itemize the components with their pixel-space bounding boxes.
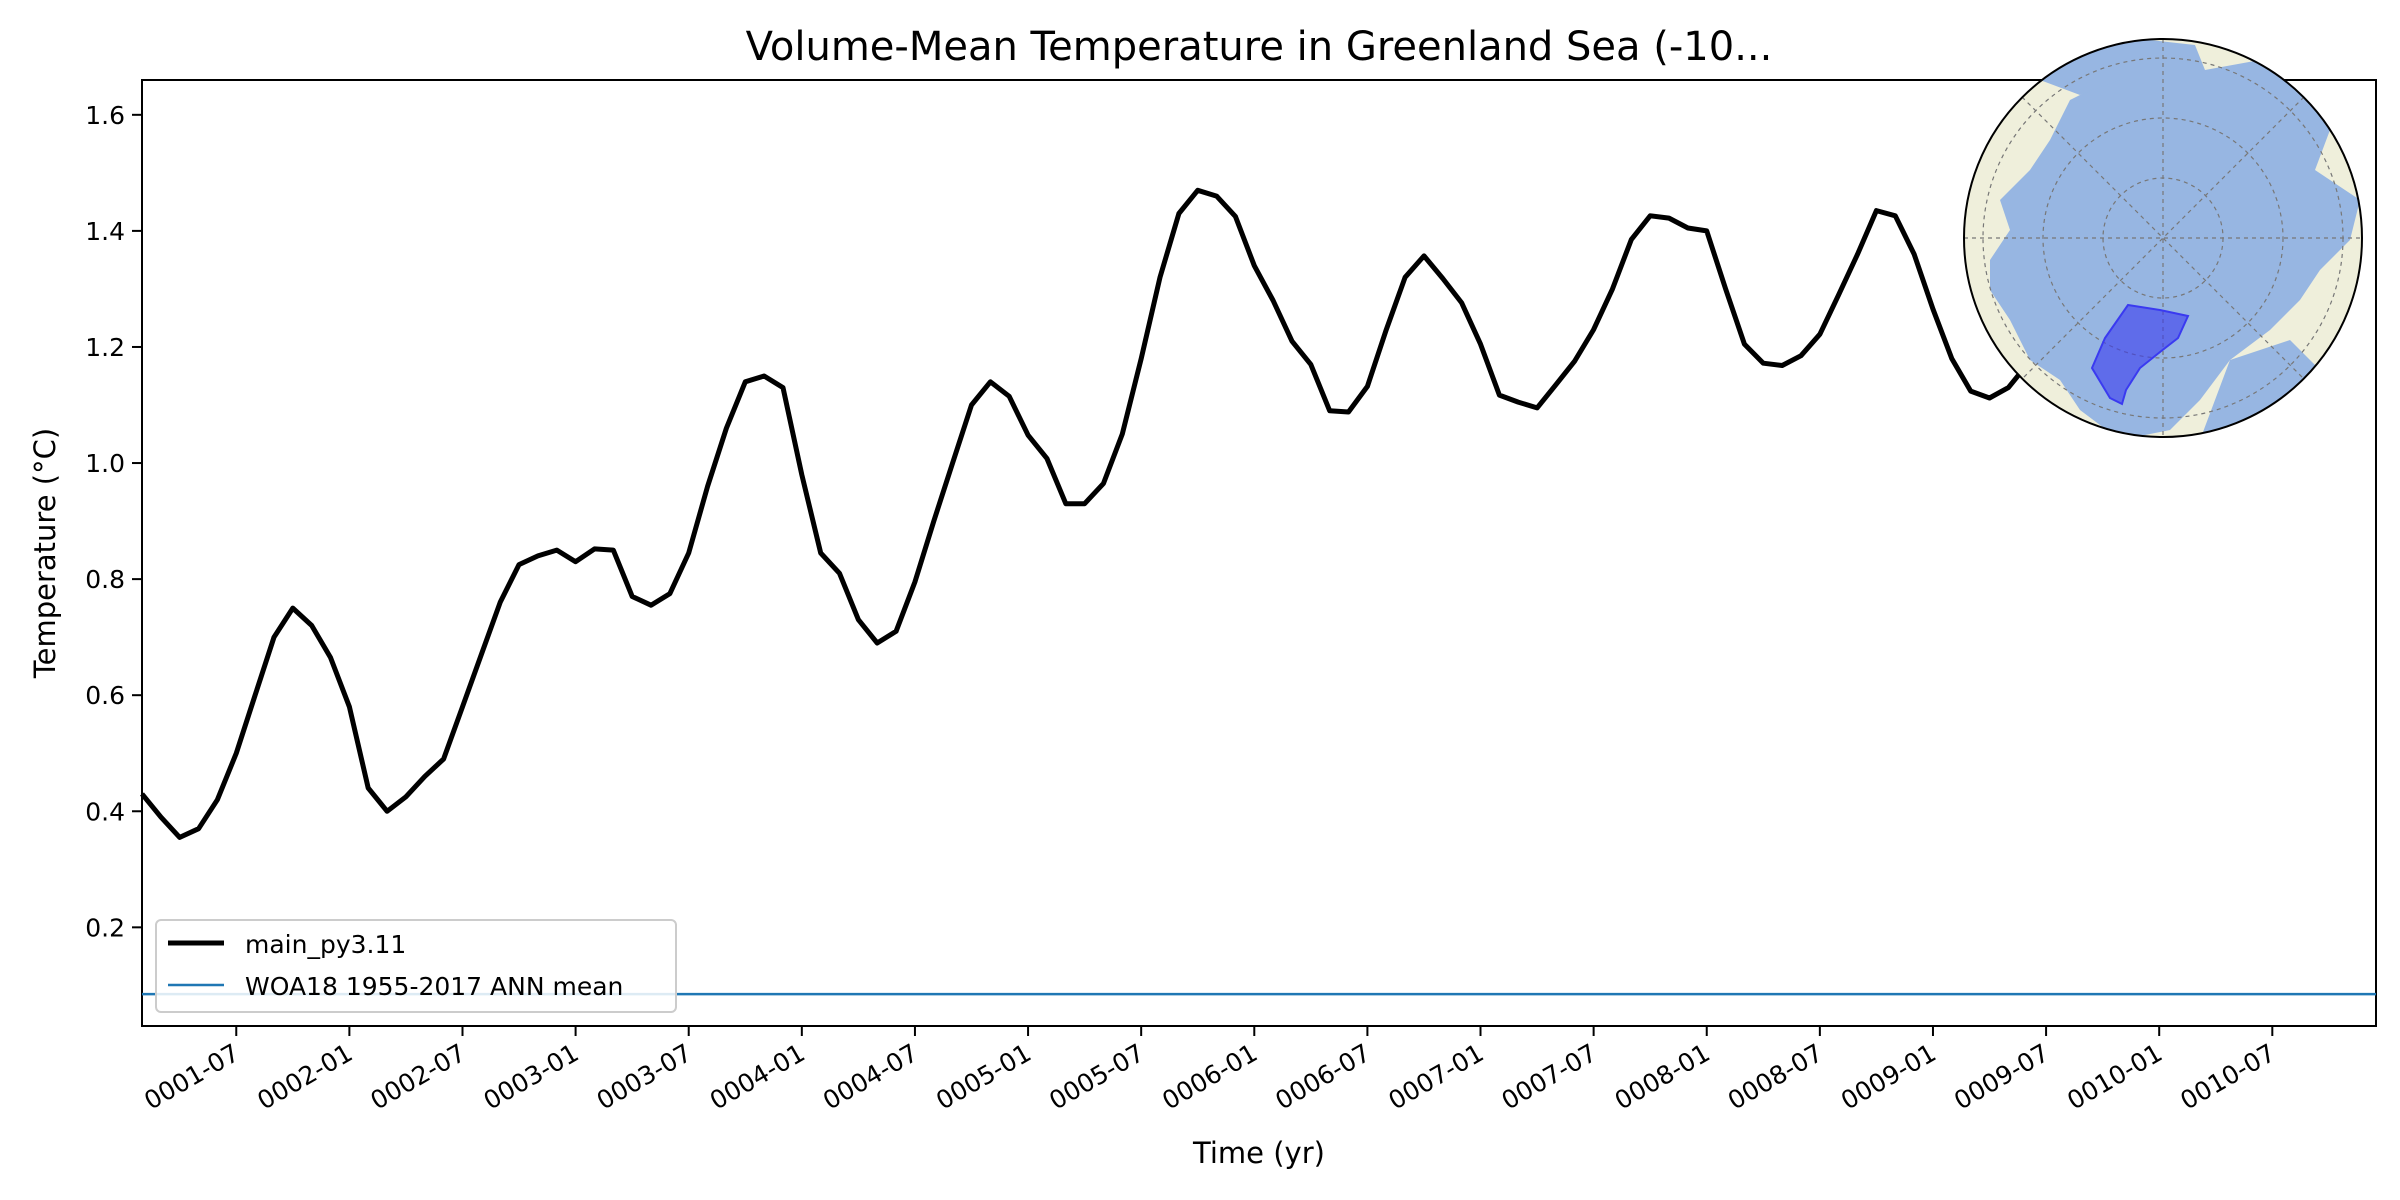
x-tick-label: 0001-07	[139, 1038, 244, 1115]
x-tick-label: 0005-07	[1044, 1038, 1149, 1115]
x-tick-label: 0004-07	[818, 1038, 923, 1115]
y-tick-label: 0.4	[85, 797, 125, 826]
y-tick-label: 0.2	[85, 913, 125, 942]
x-tick-label: 0008-07	[1723, 1038, 1828, 1115]
legend: main_py3.11 WOA18 1955-2017 ANN mean	[155, 919, 677, 1013]
x-tick-label: 0003-01	[479, 1038, 584, 1115]
x-tick-label: 0004-01	[705, 1038, 810, 1115]
x-tick-label: 0010-07	[2175, 1038, 2280, 1115]
x-tick-label: 0002-07	[366, 1038, 471, 1115]
x-tick-label: 0003-07	[592, 1038, 697, 1115]
y-tick-label: 1.4	[85, 217, 125, 246]
x-axis-label: Time (yr)	[1192, 1136, 1325, 1170]
x-tick-label: 0009-01	[1836, 1038, 1941, 1115]
inset-map-border	[1963, 38, 2363, 438]
x-tick-label: 0008-01	[1610, 1038, 1715, 1115]
chart-title: Volume-Mean Temperature in Greenland Sea…	[746, 24, 1773, 70]
inset-ocean-shape	[1990, 40, 2360, 437]
legend-label-main: main_py3.11	[245, 930, 406, 959]
inset-grid-meridian	[2021, 96, 2305, 380]
x-tick-label: 0002-01	[252, 1038, 357, 1115]
y-tick-label: 1.6	[85, 101, 125, 130]
x-tick-label: 0010-01	[2062, 1038, 2167, 1115]
y-tick-label: 0.8	[85, 565, 125, 594]
y-tick-label: 1.0	[85, 449, 125, 478]
x-tick-label: 0009-07	[1949, 1038, 2054, 1115]
series-line-main	[140, 187, 2181, 840]
inset-grid-meridian	[2021, 96, 2305, 380]
x-axis: 0001-07 0002-01 0002-07 0003-01 0003-07 0004-…	[139, 1026, 2280, 1115]
inset-grid-ring	[2042, 117, 2284, 359]
x-tick-label: 0006-07	[1270, 1038, 1375, 1115]
x-tick-label: 0006-01	[1157, 1038, 1262, 1115]
inset-region-highlight	[2090, 303, 2190, 406]
y-tick-label: 0.6	[85, 681, 125, 710]
y-axis: 0.2 0.4 0.6 0.8 1.0 1.2 1.4 1.6	[85, 101, 142, 942]
x-tick-label: 0005-01	[931, 1038, 1036, 1115]
x-tick-label: 0007-01	[1384, 1038, 1489, 1115]
x-tick-label: 0007-07	[1497, 1038, 1602, 1115]
y-tick-label: 1.2	[85, 333, 125, 362]
legend-label-woa: WOA18 1955-2017 ANN mean	[245, 972, 623, 1001]
legend-box	[155, 919, 677, 1013]
y-axis-label: Temperature (°C)	[28, 428, 62, 679]
inset-map	[1963, 38, 2363, 438]
